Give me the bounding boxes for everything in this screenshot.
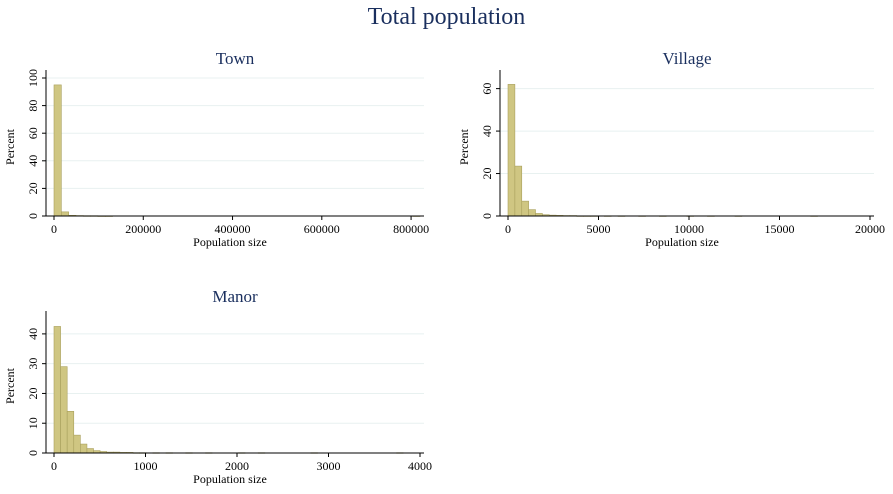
manor-bar	[53, 326, 61, 454]
town-y-tick-label: 20	[26, 182, 40, 194]
figure-title: Total population	[367, 4, 526, 30]
manor-bar	[73, 434, 81, 454]
village-bar	[507, 84, 516, 217]
town-y-tick-label: 60	[26, 127, 40, 139]
town-x-tick-label: 800000	[393, 222, 429, 236]
manor-panel-title: Manor	[212, 287, 258, 306]
village-x-tick-label: 5000	[587, 222, 611, 236]
town-x-tick-label: 600000	[304, 222, 340, 236]
village-y-tick-label: 40	[480, 125, 494, 137]
town-panel-title: Town	[216, 49, 255, 68]
village-bar	[528, 209, 536, 217]
manor-panel: 0 10 20 30 40 0 1000 2000 3000 4000 Population siz…	[3, 287, 432, 486]
village-bar	[521, 200, 529, 217]
town-x-axis-title: Population size	[193, 235, 267, 249]
manor-bar	[86, 448, 94, 454]
village-y-tick-label: 20	[480, 168, 494, 180]
village-y-tick-label: 0	[480, 213, 494, 219]
village-panel-title: Village	[662, 49, 711, 68]
manor-x-tick-label: 1000	[134, 459, 158, 473]
village-x-tick-label: 10000	[674, 222, 704, 236]
manor-x-tick-label: 0	[51, 459, 57, 473]
manor-x-tick-label: 3000	[317, 459, 341, 473]
village-bar	[514, 165, 523, 217]
manor-x-tick-label: 4000	[408, 459, 432, 473]
town-y-tick-label: 80	[26, 100, 40, 112]
town-x-tick-label: 0	[51, 222, 57, 236]
village-x-tick-label: 20000	[855, 222, 885, 236]
manor-bar	[66, 411, 75, 454]
manor-y-tick-label: 10	[26, 417, 40, 429]
town-x-tick-label: 200000	[125, 222, 161, 236]
village-y-tick-label: 60	[480, 83, 494, 95]
town-x-tick-label: 400000	[215, 222, 251, 236]
manor-y-tick-label: 20	[26, 387, 40, 399]
manor-bar	[80, 443, 88, 454]
manor-y-tick-label: 30	[26, 358, 40, 370]
village-x-axis-title: Population size	[645, 235, 719, 249]
manor-y-tick-label: 40	[26, 328, 40, 340]
manor-x-axis-title: Population size	[193, 472, 267, 486]
town-panel: 0 20 40 60 80 100 0 200000 400000 600000 800000 Pop…	[3, 49, 429, 249]
town-y-axis-title: Percent	[3, 128, 17, 165]
village-panel: 0 20 40 60 0 5000 10000 15000 20000 Population si…	[457, 49, 885, 249]
town-y-tick-label: 0	[26, 213, 40, 219]
town-bar	[53, 84, 62, 217]
manor-y-tick-label: 0	[26, 450, 40, 456]
manor-y-axis-title: Percent	[3, 367, 17, 404]
town-y-tick-label: 100	[26, 69, 40, 87]
manor-x-tick-label: 2000	[225, 459, 249, 473]
village-x-tick-label: 0	[505, 222, 511, 236]
manor-bar	[60, 366, 68, 454]
village-x-tick-label: 15000	[765, 222, 795, 236]
town-bar	[61, 211, 69, 217]
village-y-axis-title: Percent	[457, 128, 471, 165]
town-y-tick-label: 40	[26, 155, 40, 167]
